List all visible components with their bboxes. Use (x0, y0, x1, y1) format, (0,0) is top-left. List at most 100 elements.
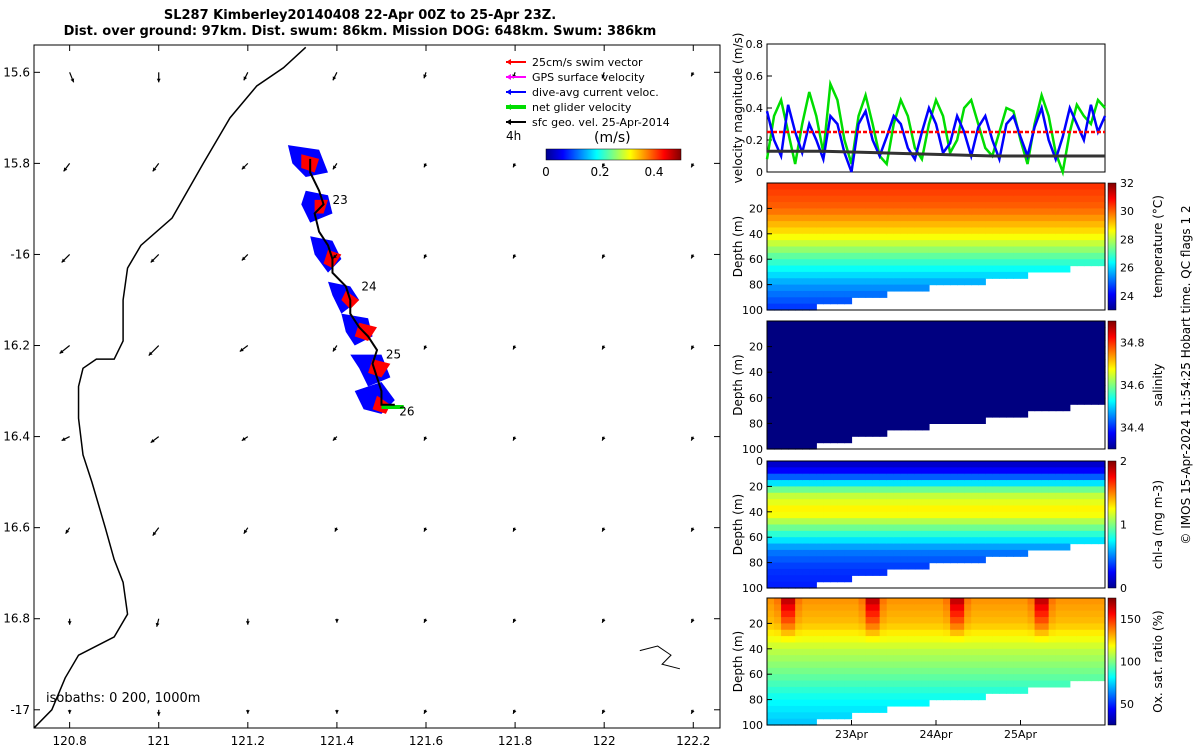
heatmap-cell (767, 195, 775, 203)
heatmap-cell (823, 183, 831, 190)
heatmap-cell (950, 543, 958, 551)
heatmap-cell (943, 556, 951, 564)
heatmap-cell (971, 233, 979, 241)
heatmap-cell (809, 397, 817, 405)
depth-ylabel: Depth (m) (731, 354, 745, 415)
colorbar-label: chl-a (mg m-3) (1151, 480, 1165, 569)
heatmap-cell (964, 252, 972, 260)
heatmap-cell (964, 378, 972, 386)
heatmap-cell (914, 378, 923, 386)
heatmap-cell (837, 461, 846, 468)
heatmap-cell (914, 480, 923, 487)
heatmap-cell (774, 284, 782, 292)
heatmap-cell (943, 511, 951, 519)
heatmap-cell (1076, 467, 1085, 475)
heatmap-cell (1069, 480, 1078, 487)
heatmap-cell (1055, 480, 1064, 487)
heatmap-cell (1034, 265, 1043, 273)
heatmap-cell (1083, 365, 1092, 373)
heatmap-cell (1069, 321, 1078, 328)
heatmap-cell (964, 648, 972, 656)
heatmap-cell (844, 404, 853, 412)
heatmap-cell (1097, 629, 1106, 637)
heatmap-cell (1006, 680, 1015, 688)
heatmap-cell (1027, 385, 1036, 392)
heatmap-cell (858, 290, 867, 298)
heatmap-cell (964, 278, 972, 286)
legend-label: net glider velocity (532, 101, 632, 114)
heatmap-cell (809, 537, 817, 545)
heatmap-cell (907, 385, 916, 392)
heatmap-cell (1083, 492, 1092, 500)
heatmap-cell (1013, 530, 1022, 538)
heatmap-cell (893, 183, 902, 190)
heatmap-cell (936, 505, 944, 513)
heatmap-cell (914, 655, 923, 663)
heatmap-cell (781, 404, 789, 412)
heatmap-cell (936, 202, 944, 209)
heatmap-cell (943, 480, 951, 487)
heatmap-cell (928, 417, 937, 424)
heatmap-cell (809, 604, 817, 612)
time-tick-label: 23Apr (835, 728, 869, 741)
heatmap-cell (830, 391, 839, 399)
heatmap-cell (816, 505, 824, 513)
heatmap-cell (767, 227, 775, 235)
heatmap-cell (1013, 271, 1022, 279)
heatmap-cell (1083, 610, 1092, 618)
heatmap-cell (1069, 598, 1078, 605)
heatmap-cell (964, 598, 972, 605)
heatmap-cell (844, 562, 853, 570)
heatmap-cell (921, 549, 930, 557)
heatmap-cell (957, 397, 965, 405)
heatmap-cell (964, 183, 972, 190)
heatmap-cell (900, 610, 909, 618)
heatmap-cell (830, 290, 839, 298)
heatmap-cell (837, 233, 846, 241)
heatmap-cell (788, 655, 796, 663)
heatmap-cell (978, 667, 986, 675)
heatmap-cell (1006, 524, 1015, 532)
heatmap-cell (943, 543, 951, 551)
heatmap-cell (900, 240, 909, 248)
heatmap-cell (774, 214, 782, 222)
heatmap-cell (943, 642, 951, 650)
heatmap-cell (802, 410, 810, 418)
heatmap-cell (802, 518, 810, 526)
heatmap-cell (893, 648, 902, 656)
heatmap-cell (830, 610, 839, 618)
heatmap-cell (879, 537, 888, 545)
heatmap-cell (844, 655, 853, 663)
heatmap-cell (1076, 648, 1085, 656)
heatmap-cell (767, 524, 775, 532)
heatmap-cell (1076, 353, 1085, 360)
heatmap-cell (1083, 252, 1092, 260)
heatmap-cell (830, 252, 839, 260)
heatmap-cell (1013, 221, 1022, 229)
heatmap-cell (837, 543, 846, 551)
heatmap-cell (1083, 195, 1092, 203)
heatmap-cell (964, 202, 972, 209)
heatmap-cell (921, 372, 930, 380)
colorbar-tick-label: 50 (1120, 698, 1134, 711)
heatmap-cell (1076, 221, 1085, 229)
heatmap-cell (879, 467, 888, 475)
heatmap-cell (767, 365, 775, 373)
heatmap-cell (978, 410, 986, 418)
heatmap-cell (823, 623, 831, 631)
heatmap-cell (872, 705, 881, 713)
heatmap-cell (774, 423, 782, 431)
heatmap-cell (865, 505, 874, 513)
heatmap-cell (781, 693, 789, 701)
heatmap-cell (865, 353, 874, 360)
heatmap-cell (907, 284, 916, 292)
heatmap-cell (964, 486, 972, 494)
heatmap-cell (985, 461, 993, 468)
heatmap-cell (1062, 674, 1071, 682)
heatmap-cell (950, 499, 958, 507)
heatmap-cell (1013, 265, 1022, 273)
heatmap-cell (1034, 461, 1043, 468)
heatmap-cell (774, 623, 782, 631)
heatmap-cell (823, 327, 831, 335)
heatmap-cell (802, 693, 810, 701)
